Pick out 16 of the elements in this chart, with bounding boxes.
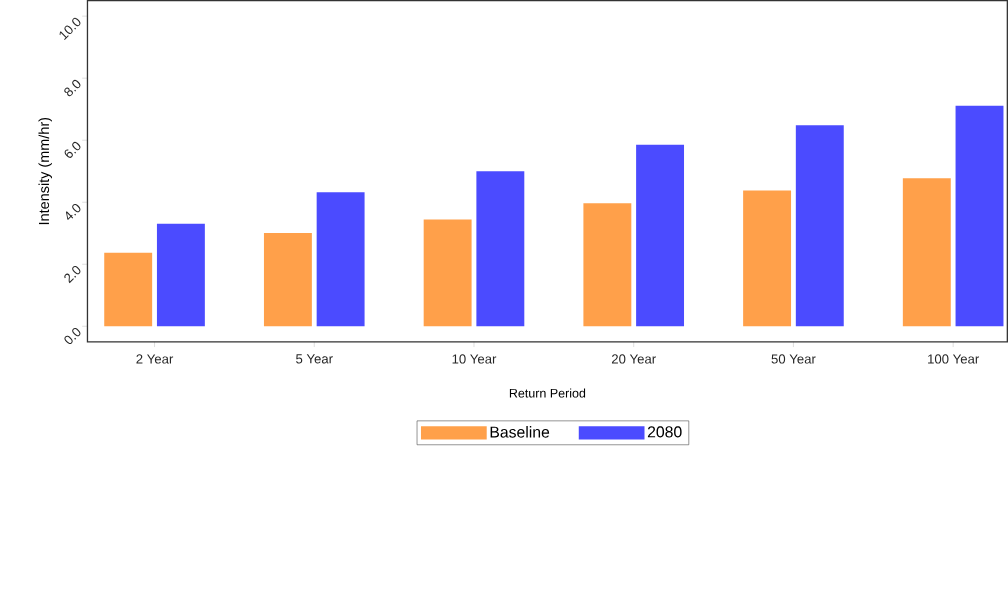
y-tick-label: 6.0 <box>64 142 81 159</box>
y-tick-label: 0.0 <box>64 328 81 345</box>
y-tick-label: 2.0 <box>64 266 81 284</box>
x-axis-title: Return Period <box>509 388 586 398</box>
x-tick-label: 50 Year <box>771 354 816 364</box>
y-axis-title: Intensity (mm/hr) <box>38 118 52 225</box>
y-tick-label: 4.0 <box>65 204 81 221</box>
x-tick-label: 2 Year <box>136 354 174 364</box>
legend-label: Baseline <box>490 426 550 438</box>
x-tick-label: 100 Year <box>928 354 980 364</box>
x-tick-label: 20 Year <box>611 354 656 364</box>
y-tick-label: 10.0 <box>59 18 81 41</box>
legend-label: 2080 <box>647 426 682 438</box>
x-tick-label: 10 Year <box>452 354 497 364</box>
x-tick-label: 5 Year <box>296 354 333 364</box>
y-tick-label: 8.0 <box>64 80 81 97</box>
